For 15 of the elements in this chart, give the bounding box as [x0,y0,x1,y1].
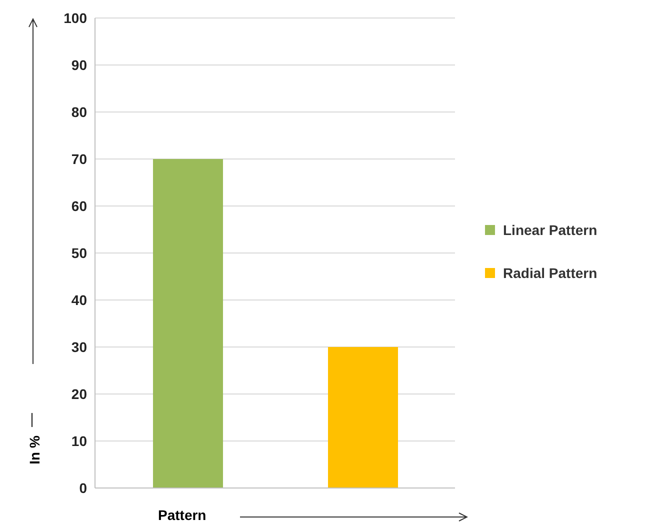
legend-label: Linear Pattern [502,222,598,238]
y-tick-label: 60 [71,198,88,214]
x-axis-title: Pattern [158,507,206,523]
y-tick-label: 10 [71,432,88,449]
legend-label: Radial Pattern [502,264,598,280]
y-tick-label: 100 [64,10,88,26]
y-tick-label: 70 [71,150,88,167]
y-axis-title: In % [26,436,42,464]
y-tick-label: 0 [79,480,88,496]
y-tick-label: 30 [71,338,88,355]
y-tick-label: 40 [71,292,88,308]
y-tick-label: 50 [71,244,88,261]
y-tick-label: 80 [71,104,88,120]
y-tick-label: 90 [71,56,88,73]
y-tick-label: 20 [71,386,88,402]
